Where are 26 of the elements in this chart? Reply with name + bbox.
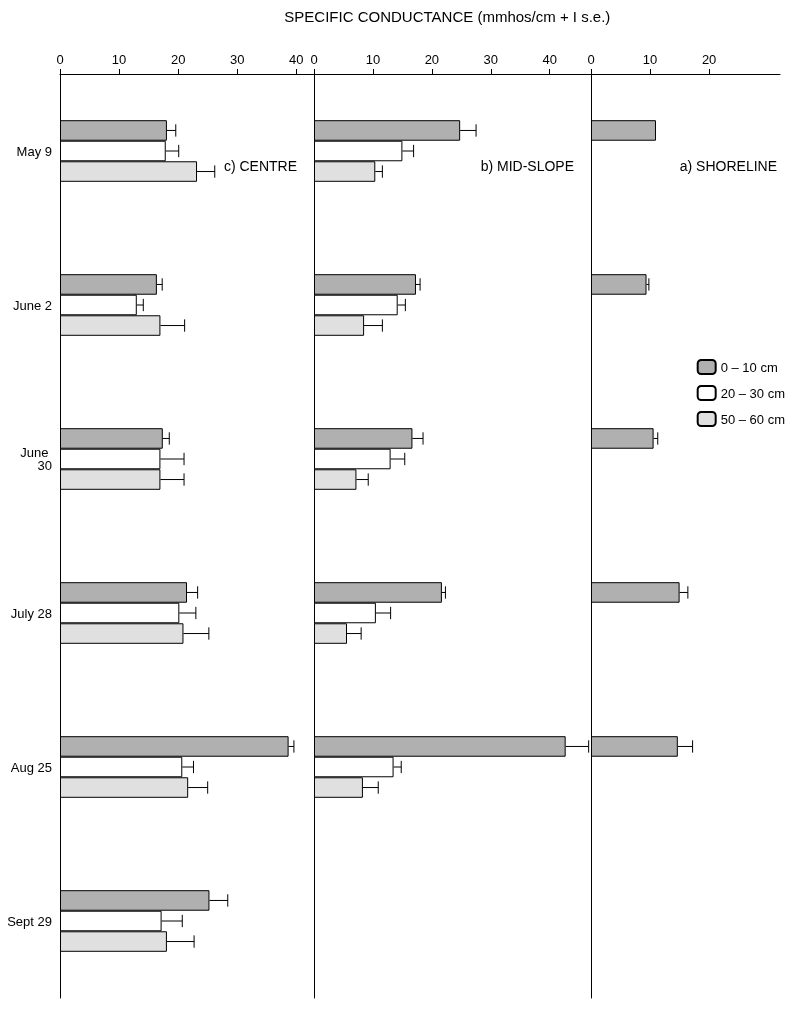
legend-label: 20 – 30 cm	[720, 385, 785, 401]
x-tick-label: 30	[483, 52, 498, 67]
text: a) SHORELINE	[679, 158, 777, 174]
x-tick-label: 10	[365, 52, 380, 67]
x-tick-label: 0	[587, 52, 595, 67]
y-tick-label: Aug 25	[10, 759, 52, 775]
y-tick-label: May 9	[16, 143, 52, 159]
x-tick-label: 10	[642, 52, 658, 67]
y-tick-label: July 28	[10, 605, 52, 621]
x-tick-label: 30	[229, 52, 245, 67]
text: c) CENTRE	[223, 158, 298, 174]
x-tick-label: 0	[310, 52, 318, 67]
x-tick-label: 20	[701, 52, 717, 67]
x-axis-title: SPECIFIC CONDUCTANCE (mmhos/cm + I s.e.)	[284, 8, 611, 25]
text: b) MID-SLOPE	[480, 158, 574, 174]
y-tick-label: Sept 29	[7, 913, 52, 929]
legend-label: 50 – 60 cm	[720, 411, 785, 427]
legend-label: 0 – 10 cm	[720, 359, 778, 375]
x-tick-label: 40	[542, 52, 557, 67]
x-tick-label: 0	[56, 52, 64, 67]
y-tick-label: June 30	[20, 445, 52, 473]
y-tick-label: June 2	[12, 297, 52, 313]
x-tick-label: 20	[424, 52, 439, 67]
x-tick-label: 20	[170, 52, 186, 67]
x-tick-label: 10	[111, 52, 127, 67]
x-tick-label: 40	[289, 52, 304, 67]
